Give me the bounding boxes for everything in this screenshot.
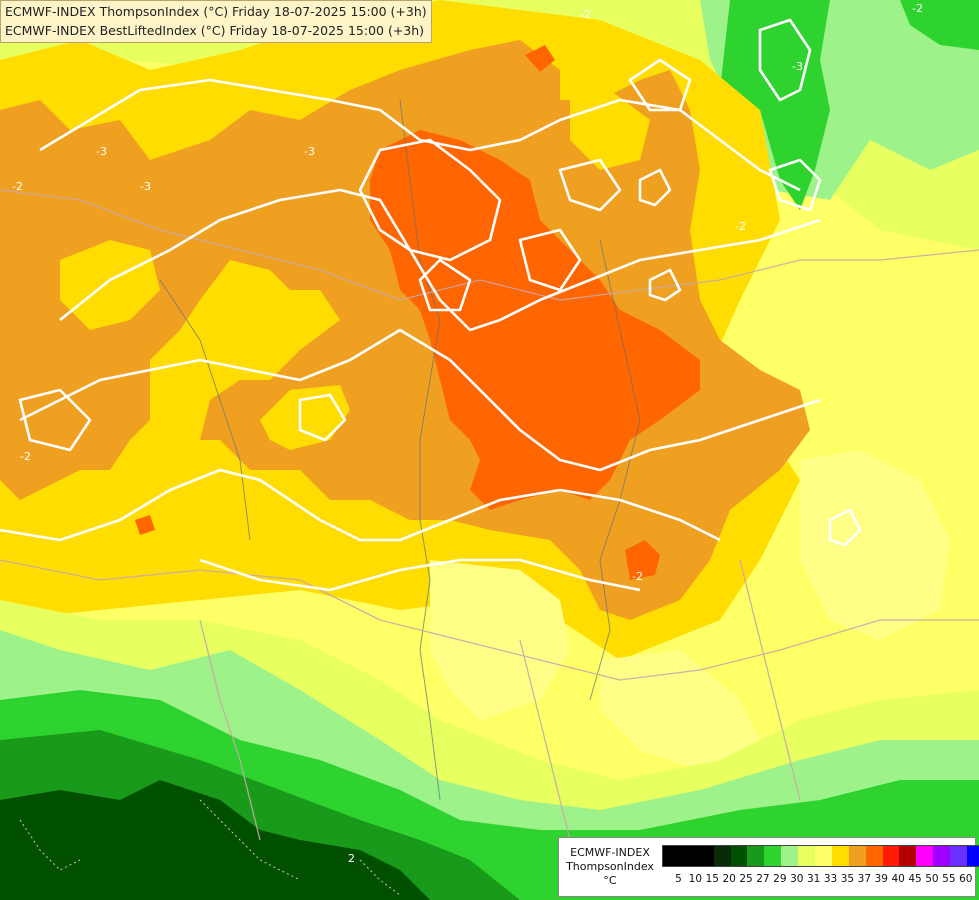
legend-tick: 40: [891, 873, 905, 885]
legend-tick: 10: [688, 873, 703, 885]
field-31-hole-2: [60, 240, 160, 330]
legend-tick: 27: [756, 873, 770, 885]
legend-swatches: [662, 845, 979, 867]
legend-swatch: [798, 846, 816, 866]
legend-swatch: [950, 846, 968, 866]
legend-unit: °C: [603, 874, 617, 887]
legend-tick: 33: [823, 873, 838, 885]
contour-label: -3: [792, 60, 803, 73]
field-15-south: [0, 780, 430, 900]
field-30-east: [800, 450, 950, 640]
header-line-lifted: ECMWF-INDEX BestLiftedIndex (°C) Friday …: [5, 23, 425, 38]
field-35-west: [135, 515, 155, 535]
legend-tick: 50: [925, 873, 939, 885]
legend-swatch: [933, 846, 951, 866]
field-31-hole-1: [260, 385, 350, 450]
legend-title: ECMWF-INDEX ThompsonIndex °C: [564, 846, 656, 888]
legend-swatch: [831, 846, 849, 866]
header-line-thompson: ECMWF-INDEX ThompsonIndex (°C) Friday 18…: [5, 4, 427, 19]
lifted-index-contours: [0, 18, 862, 592]
legend-model: ECMWF-INDEX: [570, 846, 650, 859]
field-30-lower-2: [600, 650, 760, 770]
contour-label: -2: [12, 180, 23, 193]
legend-tick: 39: [874, 873, 888, 885]
contour-label: -3: [96, 145, 107, 158]
map-header: ECMWF-INDEX ThompsonIndex (°C) Friday 18…: [0, 0, 432, 43]
contour-label: -2: [580, 8, 591, 21]
field-35-south: [625, 540, 660, 580]
legend-tick: 60: [959, 873, 973, 885]
legend-parameter: ThompsonIndex: [566, 860, 654, 873]
legend-swatch: [882, 846, 900, 866]
contour-labels: -2 -3 -3 -2 -2 -2 -2 -3 2 -3 -2: [12, 2, 923, 865]
legend-tick: 29: [773, 873, 787, 885]
legend-tick: 35: [840, 873, 855, 885]
legend-swatch: [696, 846, 714, 866]
field-25-topright-2: [900, 0, 979, 50]
legend-tick: 5: [675, 873, 682, 885]
legend-tick: 15: [705, 873, 719, 885]
legend-tick: 31: [806, 873, 821, 885]
color-legend: ECMWF-INDEX ThompsonIndex °C 5 10 15 20 25 27…: [558, 837, 979, 897]
legend-ticks: 5 10 15 20 25 27 29 30 31 33 35 37 39 40 45 50 55 60: [662, 873, 972, 887]
contour-label: -3: [140, 180, 151, 193]
legend-tick: 55: [942, 873, 956, 885]
legend-swatch: [663, 846, 680, 866]
legend-swatch: [916, 846, 934, 866]
field-35-core: [370, 130, 700, 510]
contour-label: -2: [912, 2, 923, 15]
field-25-topright: [720, 0, 830, 210]
legend-tick: 45: [908, 873, 922, 885]
contour-label: -2: [20, 450, 31, 463]
legend-tick: 25: [739, 873, 753, 885]
legend-tick: 30: [790, 873, 804, 885]
contour-label: -2: [735, 220, 746, 233]
contour-label: 2: [348, 852, 355, 865]
legend-swatch: [848, 846, 866, 866]
dotted-contours: [19, 799, 401, 896]
legend-swatch: [679, 846, 697, 866]
legend-swatch: [815, 846, 832, 866]
field-35-north: [525, 45, 555, 72]
legend-swatch: [899, 846, 917, 866]
legend-swatch: [730, 846, 748, 866]
legend-swatch: [713, 846, 731, 866]
legend-swatch: [747, 846, 765, 866]
contour-label: -3: [304, 145, 315, 158]
legend-swatch: [967, 846, 979, 866]
field-30-lower: [430, 560, 570, 720]
legend-tick: 20: [722, 873, 736, 885]
contour-label: -2: [632, 570, 643, 583]
legend-swatch: [865, 846, 883, 866]
legend-swatch: [764, 846, 782, 866]
legend-tick: 37: [857, 873, 872, 885]
legend-swatch: [781, 846, 799, 866]
